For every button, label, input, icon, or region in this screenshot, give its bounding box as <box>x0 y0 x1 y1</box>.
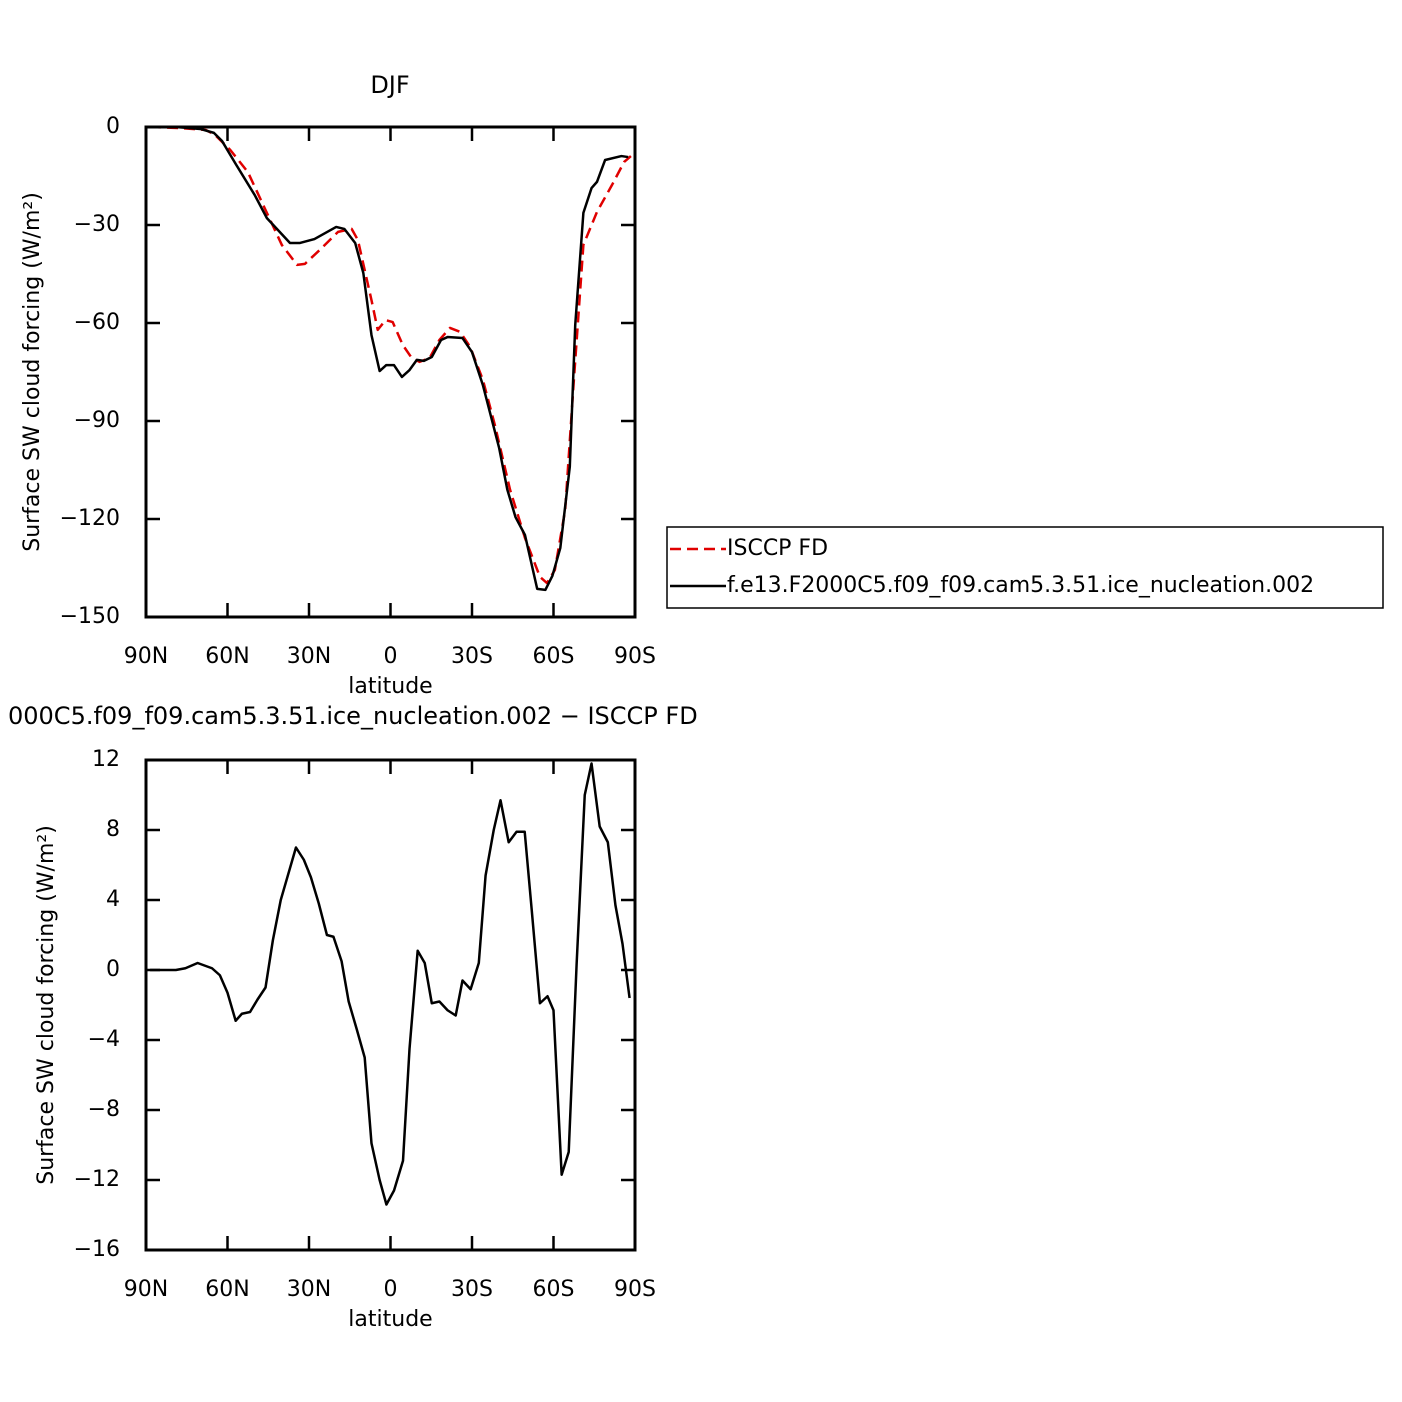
x-tick-label: 30N <box>287 1277 331 1302</box>
series-line <box>150 125 632 585</box>
series-line <box>150 125 629 592</box>
y-tick-label: −120 <box>60 506 120 531</box>
y-tick-label: −4 <box>88 1027 120 1052</box>
y-tick-label: −16 <box>74 1237 120 1262</box>
y-tick-label: 0 <box>106 114 120 139</box>
y-tick-label: −150 <box>60 604 120 629</box>
y-tick-label: 8 <box>106 817 120 842</box>
x-tick-label: 0 <box>384 1277 398 1302</box>
x-tick-label: 60S <box>533 1277 575 1302</box>
x-tick-label: 60N <box>205 644 249 669</box>
y-tick-label: 12 <box>92 747 120 772</box>
y-tick-label: −8 <box>88 1097 120 1122</box>
x-tick-label: 90N <box>124 644 168 669</box>
legend-label: f.e13.F2000C5.f09_f09.cam5.3.51.ice_nucl… <box>727 573 1314 598</box>
y-tick-label: −30 <box>74 212 120 237</box>
plot-frame <box>144 758 637 1252</box>
x-tick-label: 30S <box>451 1277 493 1302</box>
y-tick-label: −12 <box>74 1167 120 1192</box>
x-tick-label: 60S <box>533 644 575 669</box>
series-line <box>150 762 631 1206</box>
y-tick-label: −60 <box>74 310 120 335</box>
x-axis-label: latitude <box>348 1307 432 1332</box>
x-axis-label: latitude <box>348 674 432 699</box>
chart-title: 000C5.f09_f09.cam5.3.51.ice_nucleation.0… <box>8 702 698 730</box>
chart-title: DJF <box>370 71 409 99</box>
x-tick-label: 90S <box>614 644 656 669</box>
x-tick-label: 0 <box>384 644 398 669</box>
x-tick-label: 90S <box>614 1277 656 1302</box>
x-tick-label: 30S <box>451 644 493 669</box>
y-axis-label: Surface SW cloud forcing (W/m²) <box>20 192 45 552</box>
x-tick-label: 60N <box>205 1277 249 1302</box>
x-tick-label: 90N <box>124 1277 168 1302</box>
legend-label: ISCCP FD <box>727 536 828 561</box>
x-tick-label: 30N <box>287 644 331 669</box>
y-tick-label: 0 <box>106 957 120 982</box>
legend-box <box>666 526 1384 609</box>
y-tick-label: −90 <box>74 408 120 433</box>
y-axis-label: Surface SW cloud forcing (W/m²) <box>34 825 59 1185</box>
y-tick-label: 4 <box>106 887 120 912</box>
